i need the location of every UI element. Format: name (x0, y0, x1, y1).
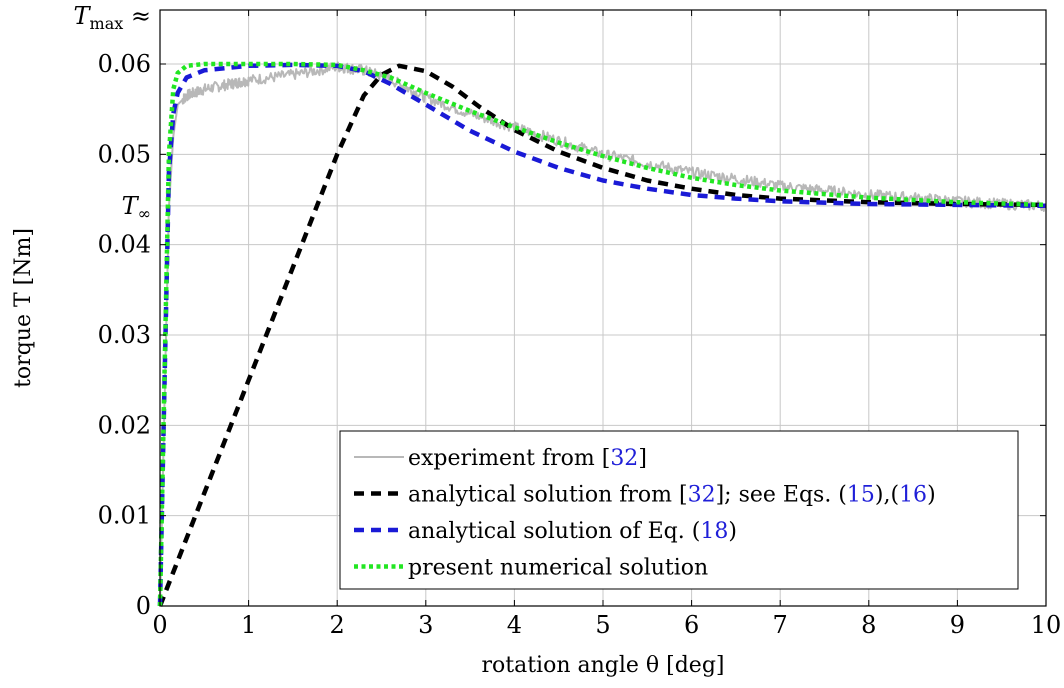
series-line-1 (157, 63, 1047, 607)
x-tick-label: 0 (152, 611, 167, 639)
y-label-tmax: Tmax ≈ (74, 2, 152, 33)
x-tick-label: 3 (418, 611, 433, 639)
series-line-3 (157, 61, 1047, 607)
x-axis-label: rotation angle θ [deg] (481, 653, 724, 678)
legend-label-2: analytical solution of Eq. (18) (408, 519, 737, 544)
y-label-tinf: T∞ (122, 192, 151, 223)
x-tick-label: 8 (861, 611, 876, 639)
x-tick-label: 2 (330, 611, 345, 639)
y-tick-label: 0.06 (98, 50, 151, 78)
y-tick-label: 0 (136, 592, 151, 620)
legend-label-0: experiment from [32] (408, 446, 647, 471)
legend: experiment from [32] analytical solution … (339, 430, 1019, 590)
y-tick-label: 0.02 (98, 411, 151, 439)
y-axis-label: torque T [Nm] (11, 228, 36, 388)
y-tick-label: 0.04 (98, 231, 151, 259)
legend-label-1: analytical solution from [32]; see Eqs. … (408, 483, 936, 508)
x-tick-label: 10 (1031, 611, 1062, 639)
x-tick-label: 7 (773, 611, 788, 639)
x-tick-label: 1 (241, 611, 256, 639)
series-line-2 (157, 62, 1047, 607)
x-tick-label: 5 (595, 611, 610, 639)
x-tick-label: 4 (507, 611, 522, 639)
legend-label-3: present numerical solution (408, 556, 708, 581)
legend-box (339, 430, 1019, 590)
y-ticks: 0 0.01 0.02 0.03 0.04 0.05 0.06 (98, 50, 1046, 620)
x-tick-label: 9 (950, 611, 965, 639)
series-layer (157, 61, 1047, 607)
special-labels: Tmax ≈ T∞ (74, 2, 152, 223)
x-tick-label: 6 (684, 611, 699, 639)
y-tick-label: 0.03 (98, 321, 151, 349)
y-tick-label: 0.01 (98, 502, 151, 530)
y-tick-label: 0.05 (98, 140, 151, 168)
x-ticks: 0 1 2 3 4 5 6 7 8 9 10 (152, 10, 1061, 639)
